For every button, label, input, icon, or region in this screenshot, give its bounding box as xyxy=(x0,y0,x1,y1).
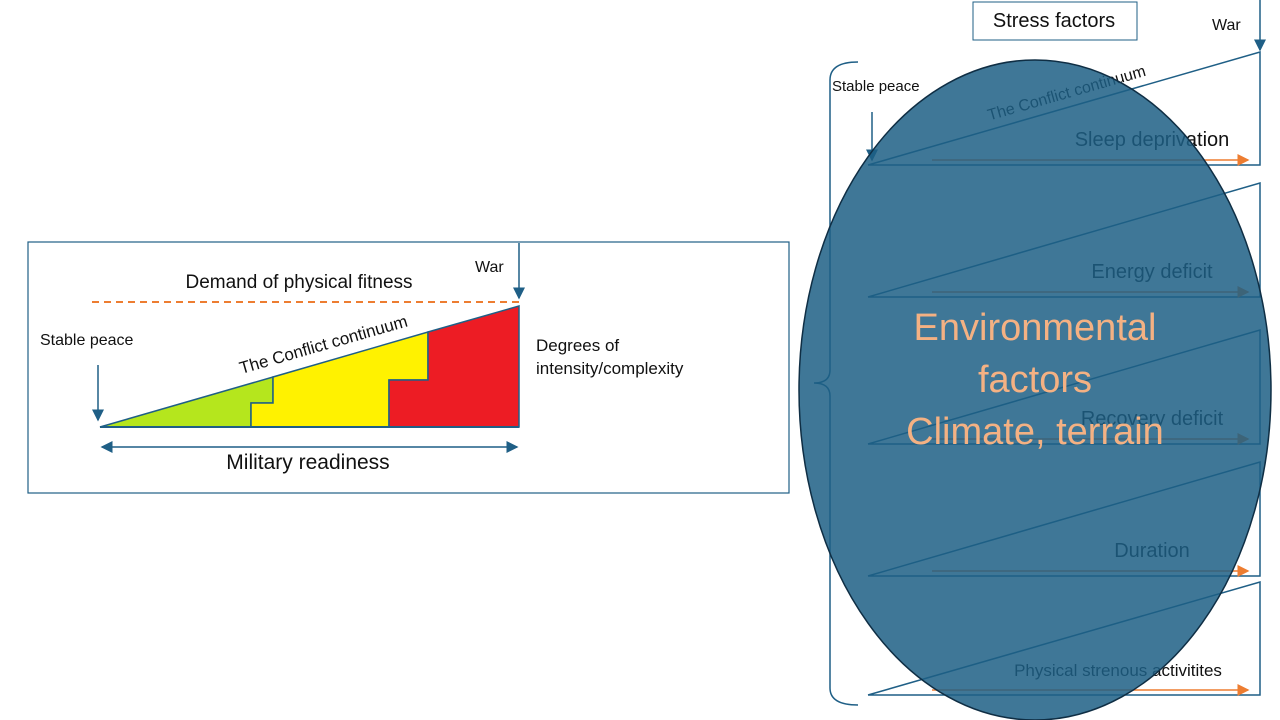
stress-title: Stress factors xyxy=(993,10,1115,32)
environment-detail: Climate, terrain xyxy=(906,411,1164,453)
war-label: War xyxy=(475,259,504,276)
readiness-label: Military readiness xyxy=(226,451,389,474)
environment-ellipse xyxy=(798,59,1272,720)
degrees-label: Degrees of intensity/complexity xyxy=(536,336,684,378)
environment-text: Environmental factors Climate, terrain xyxy=(860,302,1210,458)
war-label-right: War xyxy=(1212,17,1241,34)
stable-peace-label-right: Stable peace xyxy=(832,78,920,95)
stable-peace-label: Stable peace xyxy=(40,332,134,349)
demand-label: Demand of physical fitness xyxy=(185,272,412,293)
environment-title: Environmental factors xyxy=(913,307,1157,401)
stress-title-box xyxy=(972,1,1138,41)
